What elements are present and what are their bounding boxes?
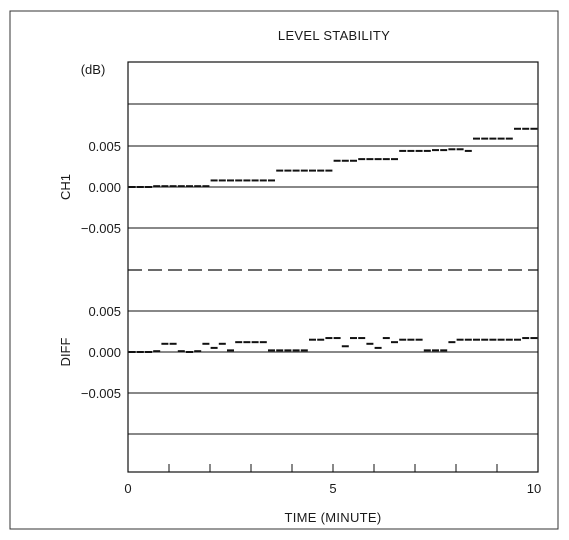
x-axis-label: TIME (MINUTE) xyxy=(284,510,381,525)
ch1-series xyxy=(128,127,538,188)
x-tick-label: 10 xyxy=(527,481,541,496)
diff-ytick-label: 0.005 xyxy=(88,304,121,319)
x-tick-marks xyxy=(168,464,498,472)
ch1-ytick-label: −0.005 xyxy=(81,221,121,236)
horizontal-gridlines xyxy=(128,103,538,435)
diff-ytick-label: 0.000 xyxy=(88,345,121,360)
x-tick-label: 5 xyxy=(329,481,336,496)
plot-area xyxy=(127,61,539,473)
diff-panel-label: DIFF xyxy=(58,338,73,367)
x-tick-label: 0 xyxy=(124,481,131,496)
ch1-ytick-label: 0.000 xyxy=(88,180,121,195)
figure-frame xyxy=(9,10,559,530)
chart-title: LEVEL STABILITY xyxy=(278,28,390,43)
diff-ytick-label: −0.005 xyxy=(81,386,121,401)
ch1-panel-label: CH1 xyxy=(58,174,73,200)
ch1-ytick-label: 0.005 xyxy=(88,139,121,154)
y-unit-label: (dB) xyxy=(81,62,106,77)
diff-series xyxy=(128,337,538,353)
